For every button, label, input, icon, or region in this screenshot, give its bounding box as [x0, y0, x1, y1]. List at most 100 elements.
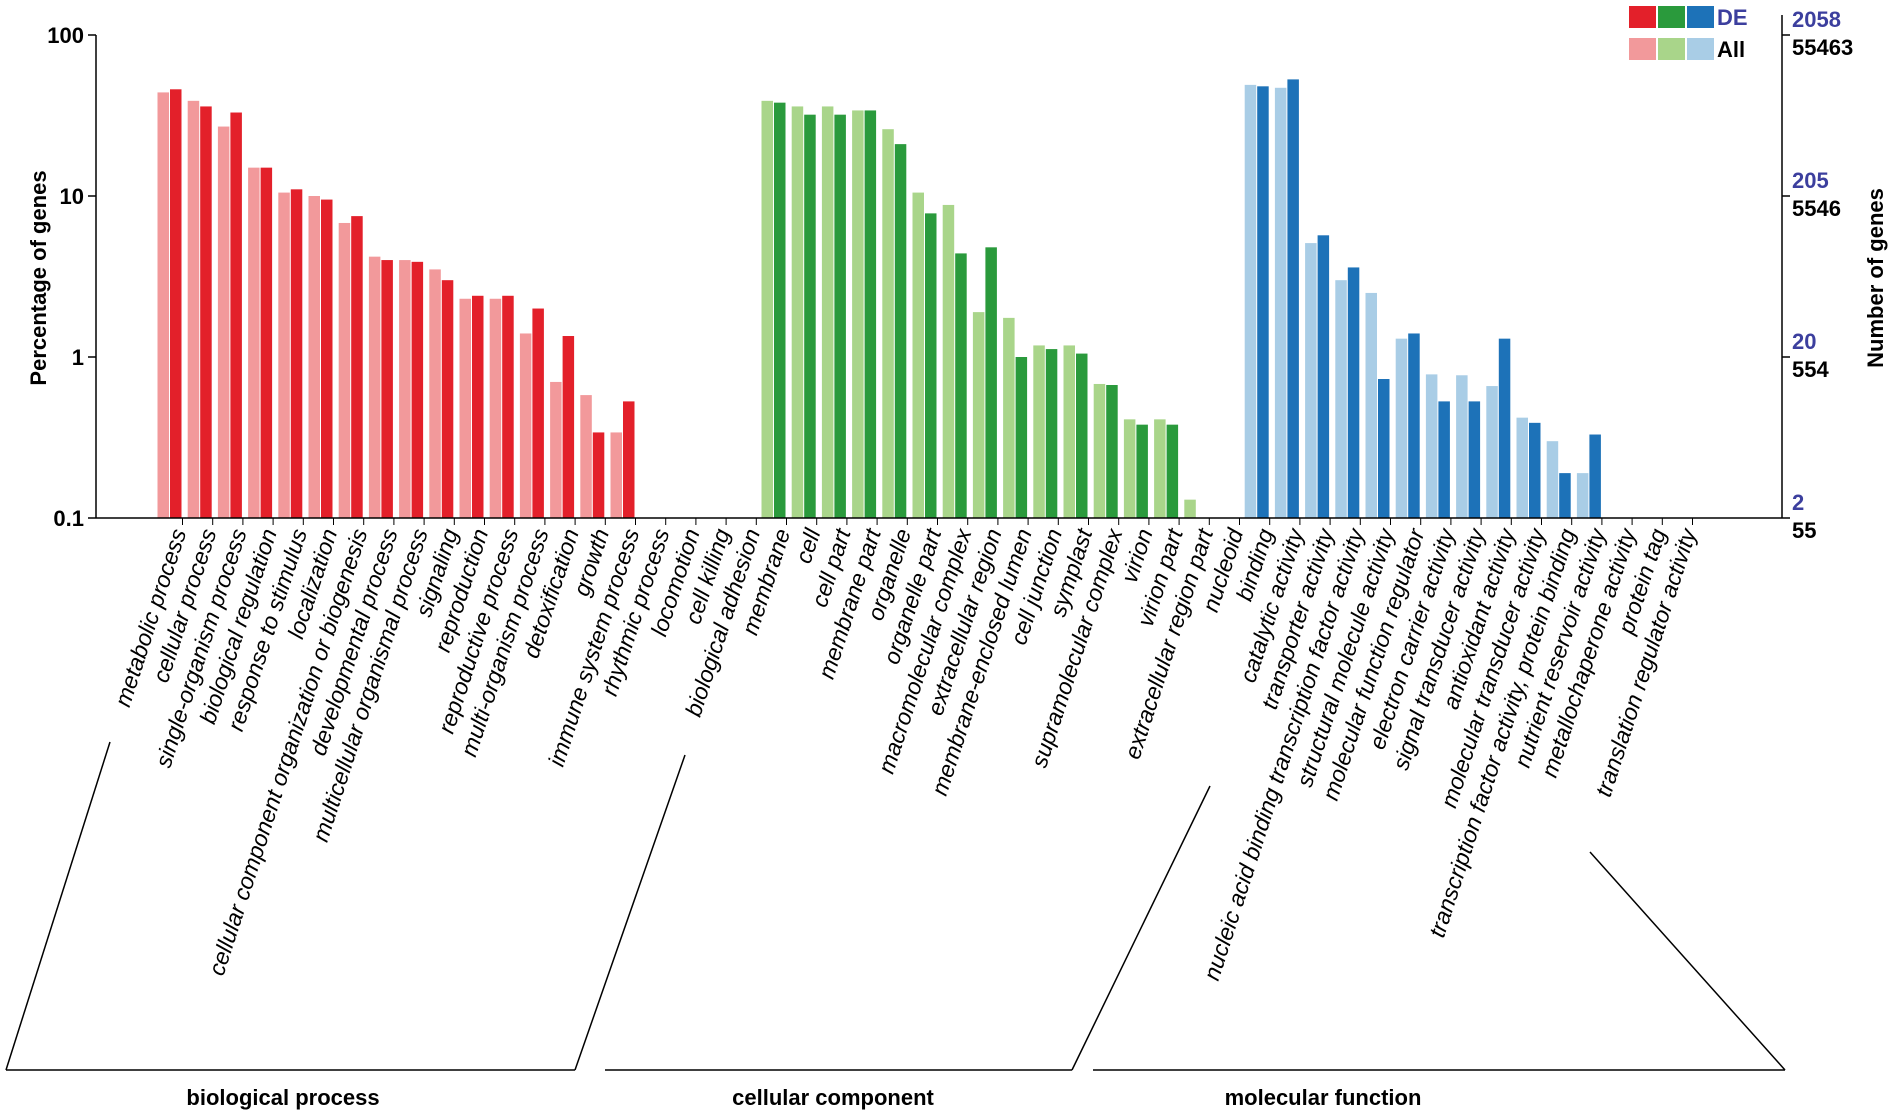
bar-all-antioxidant-activity [1486, 386, 1498, 518]
bar-de-response-to-stimulus [290, 189, 303, 518]
bar-de-binding [1257, 86, 1269, 518]
bar-de-transporter-activity [1317, 235, 1330, 519]
bar-de-symplast [1076, 353, 1088, 518]
bar-all-cell-junction [1033, 345, 1045, 518]
bar-all-symplast [1063, 345, 1075, 518]
bar-all-supramolecular-complex [1093, 383, 1106, 518]
legend: DE All [1629, 5, 1748, 62]
bar-de-signal-transducer-activity [1468, 401, 1481, 518]
bar-all-membrane-part [852, 110, 864, 519]
bar-de-signaling [441, 280, 454, 518]
bar-de-antioxidant-activity [1498, 338, 1511, 518]
bar-all-cell [791, 106, 804, 518]
legend-swatch-de [1658, 6, 1685, 28]
bar-all-virion [1123, 419, 1136, 518]
bar-de-extracellular-region [985, 247, 997, 518]
bar-all-organelle [882, 129, 894, 519]
bar-all-membrane-enclosed-lumen [1003, 317, 1015, 518]
bar-de-catalytic-activity [1287, 79, 1299, 518]
bar-all-nutrient-reservoir-activity [1576, 473, 1589, 518]
bar-all-single-organism-process [217, 126, 230, 519]
bar-all-signal-transducer-activity [1456, 375, 1468, 518]
bar-de-reproductive-process [502, 295, 514, 518]
bar-de-transcription-factor-activity-protein-binding [1559, 473, 1571, 518]
bar-all-extracellular-region-part [1184, 499, 1196, 518]
bar-de-macromolecular-complex [955, 253, 967, 518]
bar-de-multicellular-organismal-process [411, 261, 424, 518]
bar-de-metabolic-process [170, 89, 182, 518]
bar-de-virion-part [1166, 424, 1179, 518]
bar-de-organelle [894, 144, 907, 519]
axes-layer: 100 2058 55463 10 205 5546 1 20 554 0.1 2 55 Percent… [26, 7, 1888, 543]
group-bracket-right-arm [1071, 785, 1211, 1071]
right-tick-de-label: 2 [1792, 490, 1804, 515]
bar-de-developmental-process [381, 260, 393, 518]
bar-all-macromolecular-complex [942, 204, 955, 518]
bar-de-nutrient-reservoir-activity [1589, 434, 1601, 518]
right-tick-all-label: 55 [1792, 518, 1816, 543]
y-axis-title-right: Number of genes [1863, 188, 1888, 368]
bar-all-response-to-stimulus [278, 192, 290, 519]
bar-de-immune-system-process [623, 401, 635, 518]
bars-layer [157, 79, 1601, 519]
bar-all-multicellular-organismal-process [399, 260, 411, 518]
bar-all-extracellular-region [972, 312, 985, 518]
bar-all-transporter-activity [1305, 243, 1317, 518]
bar-all-molecular-transducer-activity [1516, 417, 1528, 518]
bar-de-localization [321, 199, 333, 519]
y-tick-label: 1 [72, 345, 84, 370]
right-tick-all-label: 554 [1792, 357, 1829, 382]
bar-de-molecular-function-regulator [1408, 333, 1420, 518]
bar-de-cellular-process [200, 106, 212, 518]
group-bracket-right-arm [574, 754, 686, 1071]
bar-de-electron-carrier-activity [1438, 401, 1450, 518]
bar-all-binding [1244, 84, 1257, 519]
bar-de-molecular-transducer-activity [1529, 422, 1541, 518]
bar-de-cell [804, 114, 816, 519]
legend-swatch-all [1629, 38, 1656, 60]
bar-de-cell-part [834, 114, 846, 519]
bar-de-multi-organism-process [532, 308, 544, 518]
bar-all-reproductive-process [489, 298, 502, 518]
bar-de-membrane-enclosed-lumen [1015, 357, 1028, 518]
bar-de-supramolecular-complex [1106, 385, 1118, 518]
right-tick-de-label: 205 [1792, 168, 1829, 193]
bar-de-detoxification [562, 336, 575, 518]
right-tick-de-label: 2058 [1792, 7, 1841, 32]
bar-de-nucleic-acid-binding-transcription-factor-activity [1347, 267, 1360, 518]
bar-all-growth [580, 395, 592, 518]
bar-de-growth [592, 432, 605, 518]
bar-de-structural-molecule-activity [1378, 379, 1390, 518]
bar-de-virion [1136, 424, 1148, 518]
bar-all-localization [308, 196, 320, 518]
bar-all-molecular-function-regulator [1395, 338, 1408, 518]
bar-all-detoxification [550, 381, 562, 518]
bar-all-reproduction [459, 298, 471, 518]
legend-label-de: DE [1717, 5, 1748, 30]
bar-de-reproduction [472, 295, 484, 518]
group-bracket-left-arm [5, 741, 111, 1071]
bar-all-biological-regulation [248, 167, 260, 519]
bar-de-organelle-part [925, 213, 937, 518]
bar-all-catalytic-activity [1274, 87, 1287, 519]
bar-all-structural-molecule-activity [1365, 292, 1377, 518]
y-tick-label: 100 [47, 23, 84, 48]
group-brackets-layer: biological process cellular component mole… [5, 741, 1786, 1110]
bar-all-transcription-factor-activity-protein-binding [1546, 441, 1559, 518]
bar-all-electron-carrier-activity [1425, 374, 1438, 518]
bar-all-nucleic-acid-binding-transcription-factor-activity [1335, 280, 1347, 518]
group-label-cellular-component: cellular component [732, 1085, 934, 1110]
bar-de-membrane [774, 102, 786, 518]
bar-all-organelle-part [912, 192, 924, 519]
bar-all-developmental-process [368, 256, 381, 518]
group-bracket-right-arm [1589, 851, 1786, 1071]
right-tick-all-label: 5546 [1792, 196, 1841, 221]
legend-swatch-all [1687, 38, 1714, 60]
bar-de-cell-junction [1045, 349, 1058, 518]
y-axis-title-left: Percentage of genes [26, 170, 51, 385]
y-tick-label: 10 [60, 184, 84, 209]
bar-all-metabolic-process [157, 92, 169, 519]
bar-de-membrane-part [864, 110, 877, 519]
